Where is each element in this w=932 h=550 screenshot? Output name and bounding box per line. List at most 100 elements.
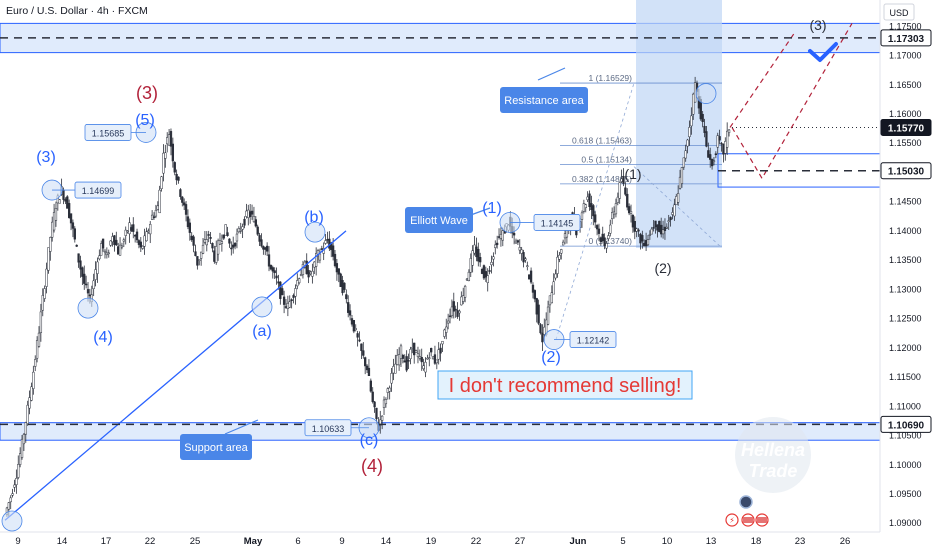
candle-up xyxy=(51,221,54,238)
candle-down xyxy=(273,270,276,274)
price-tick: 1.13000 xyxy=(889,284,922,294)
wave-label: (3) xyxy=(809,17,826,33)
candle-down xyxy=(84,283,88,286)
time-tick: Jun xyxy=(570,536,587,547)
watermark-line2: Trade xyxy=(749,461,798,481)
time-axis[interactable] xyxy=(0,532,880,550)
time-tick: 22 xyxy=(145,536,156,547)
candle-up xyxy=(428,357,431,359)
support-price-label: 1.10690 xyxy=(888,420,925,431)
elliott-wave-callout[interactable]: Elliott Wave xyxy=(405,207,491,233)
candle-down xyxy=(656,224,659,231)
candle-up xyxy=(128,222,131,235)
candle-down xyxy=(488,270,491,272)
candle-down xyxy=(75,244,78,247)
price-tick: 1.17000 xyxy=(889,51,922,61)
price-tick: 1.12500 xyxy=(889,314,922,324)
candle-down xyxy=(269,264,273,270)
candle-down xyxy=(347,302,350,313)
candle-up xyxy=(379,419,382,426)
price-badge-text: 1.14145 xyxy=(541,218,574,228)
candle-up xyxy=(154,209,158,217)
candle-down xyxy=(701,113,704,123)
candle-up xyxy=(686,139,689,147)
candle-down xyxy=(137,240,141,245)
candle-up xyxy=(437,349,440,360)
candle-down xyxy=(430,347,433,353)
candle-down xyxy=(249,211,252,217)
time-tick: 17 xyxy=(101,536,112,547)
candle-up xyxy=(9,497,12,503)
candle-up xyxy=(216,240,220,255)
candle-up xyxy=(318,253,322,261)
candle-down xyxy=(213,250,216,262)
candle-down xyxy=(627,206,631,214)
symbol-title: Euro / U.S. Dollar · 4h · FXCM xyxy=(6,5,148,17)
candle-up xyxy=(445,326,448,333)
candle-up xyxy=(224,224,227,236)
candle-up xyxy=(548,295,552,306)
price-axis[interactable] xyxy=(880,0,932,550)
candle-up xyxy=(543,326,546,335)
event-icon[interactable] xyxy=(739,495,753,509)
candle-down xyxy=(633,220,636,232)
candle-up xyxy=(7,502,10,510)
candle-down xyxy=(533,290,537,300)
candle-up xyxy=(109,240,112,246)
candle-up xyxy=(584,204,587,208)
candle-up xyxy=(156,205,159,210)
candle-down xyxy=(669,217,672,221)
candle-up xyxy=(441,340,444,345)
candle-up xyxy=(96,261,99,274)
candle-down xyxy=(135,231,139,241)
candle-down xyxy=(320,248,323,250)
candle-down xyxy=(290,299,293,302)
price-badge-text: 1.12142 xyxy=(577,336,610,346)
price-badge xyxy=(533,214,581,231)
candle-down xyxy=(496,242,499,246)
candle-down xyxy=(335,263,339,273)
candle-down xyxy=(222,234,225,239)
candle-down xyxy=(603,237,606,247)
currency-label-box[interactable] xyxy=(883,3,915,21)
candle-down xyxy=(367,367,371,376)
candle-down xyxy=(175,173,178,181)
candle-down xyxy=(181,196,184,203)
candle-up xyxy=(107,252,110,255)
candle-up xyxy=(100,243,103,256)
fibonacci-zone xyxy=(636,0,722,248)
warning-box: I don't recommend selling! xyxy=(437,370,693,400)
candle-down xyxy=(71,222,75,229)
candle-down xyxy=(643,242,646,247)
pivot-circle xyxy=(1,510,23,532)
lightning-icon[interactable] xyxy=(725,513,739,527)
candle-down xyxy=(282,296,286,305)
resistance-callout[interactable]: Resistance area xyxy=(500,67,588,113)
candle-down xyxy=(194,251,197,257)
candle-down xyxy=(663,226,667,231)
candle-down xyxy=(117,246,120,255)
candle-up xyxy=(712,160,716,163)
candle-down xyxy=(66,196,69,209)
candle-up xyxy=(431,356,435,360)
currency-label: USD xyxy=(889,8,909,18)
candle-up xyxy=(460,296,463,306)
candle-down xyxy=(254,219,257,227)
candle-down xyxy=(358,339,361,342)
candle-up xyxy=(629,211,633,214)
wave-label: (a) xyxy=(252,323,272,340)
support-callout[interactable]: Support area xyxy=(180,419,259,460)
candle-down xyxy=(631,215,635,228)
candle-down xyxy=(339,273,342,287)
economic-events-icons[interactable]: ⚡ xyxy=(725,495,769,527)
candle-up xyxy=(241,226,244,230)
candle-down xyxy=(588,193,591,207)
time-tick: 26 xyxy=(840,536,851,547)
candle-down xyxy=(271,267,274,272)
candle-down xyxy=(644,240,648,247)
candle-down xyxy=(190,235,193,240)
time-tick: 9 xyxy=(339,536,344,547)
candle-down xyxy=(262,246,265,250)
candle-down xyxy=(597,228,601,234)
